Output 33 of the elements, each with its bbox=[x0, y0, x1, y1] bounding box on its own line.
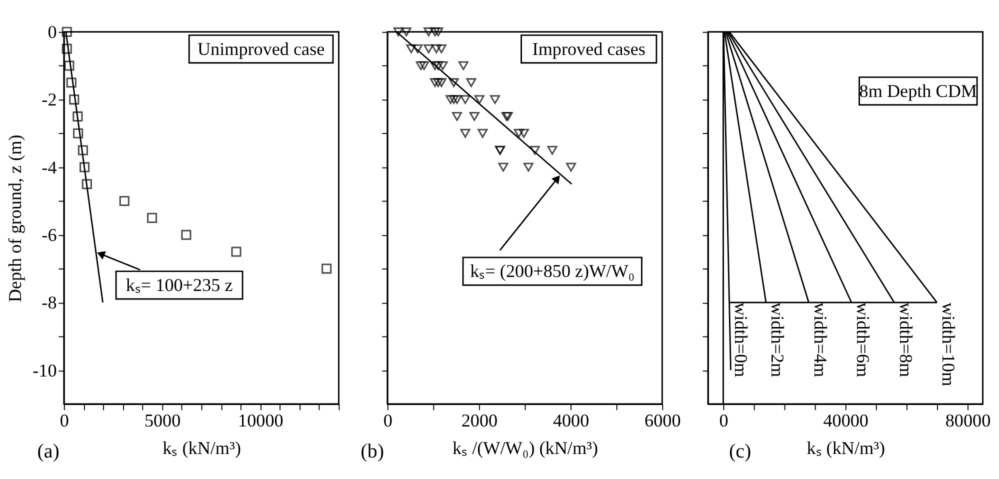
text: width=10m bbox=[938, 302, 959, 386]
y-tick-label: -10 bbox=[32, 360, 57, 380]
x-tick-label: 10000 bbox=[238, 410, 284, 430]
text: (b) bbox=[360, 440, 384, 462]
x-tick-label: 40000 bbox=[823, 410, 868, 430]
x-tick-label: 0 bbox=[719, 410, 728, 430]
text: width=4m bbox=[810, 302, 830, 378]
x-tick-label: 6000 bbox=[644, 410, 681, 430]
text: width=6m bbox=[853, 302, 874, 378]
y-axis-title: Depth of ground, z (m) bbox=[5, 134, 26, 302]
x-axis-title: kₛ /(W/W₀) (kN/m³) bbox=[452, 438, 598, 458]
legend-label: width=0m bbox=[731, 302, 752, 378]
text: (c) bbox=[728, 440, 752, 462]
annotation: 8m Depth CDM bbox=[859, 80, 978, 101]
text: width=2m bbox=[768, 302, 788, 378]
x-tick-label: 0 bbox=[383, 410, 392, 430]
x-tick-label: 2000 bbox=[461, 410, 498, 430]
y-tick-label: -8 bbox=[42, 292, 57, 313]
text: width=8m bbox=[896, 302, 916, 378]
x-tick-label: 5000 bbox=[144, 410, 181, 430]
text: (a) bbox=[37, 440, 60, 462]
annotation: kₛ= (200+850 z)W/W₀ bbox=[470, 261, 635, 282]
y-tick-label: -4 bbox=[42, 157, 57, 178]
y-tick-label: 0 bbox=[48, 22, 57, 42]
x-axis-title: kₛ (kN/m³) bbox=[806, 438, 886, 458]
annotation: kₛ= 100+235 z bbox=[126, 274, 233, 295]
annotation: Improved cases bbox=[532, 38, 646, 59]
annotation: Unimproved case bbox=[197, 38, 325, 59]
x-axis-title: kₛ (kN/m³) bbox=[162, 438, 241, 458]
y-tick-label: -6 bbox=[42, 225, 57, 246]
x-tick-label: 80000 bbox=[945, 410, 991, 430]
y-tick-label: -2 bbox=[42, 90, 57, 110]
x-tick-label: 4000 bbox=[552, 410, 590, 430]
